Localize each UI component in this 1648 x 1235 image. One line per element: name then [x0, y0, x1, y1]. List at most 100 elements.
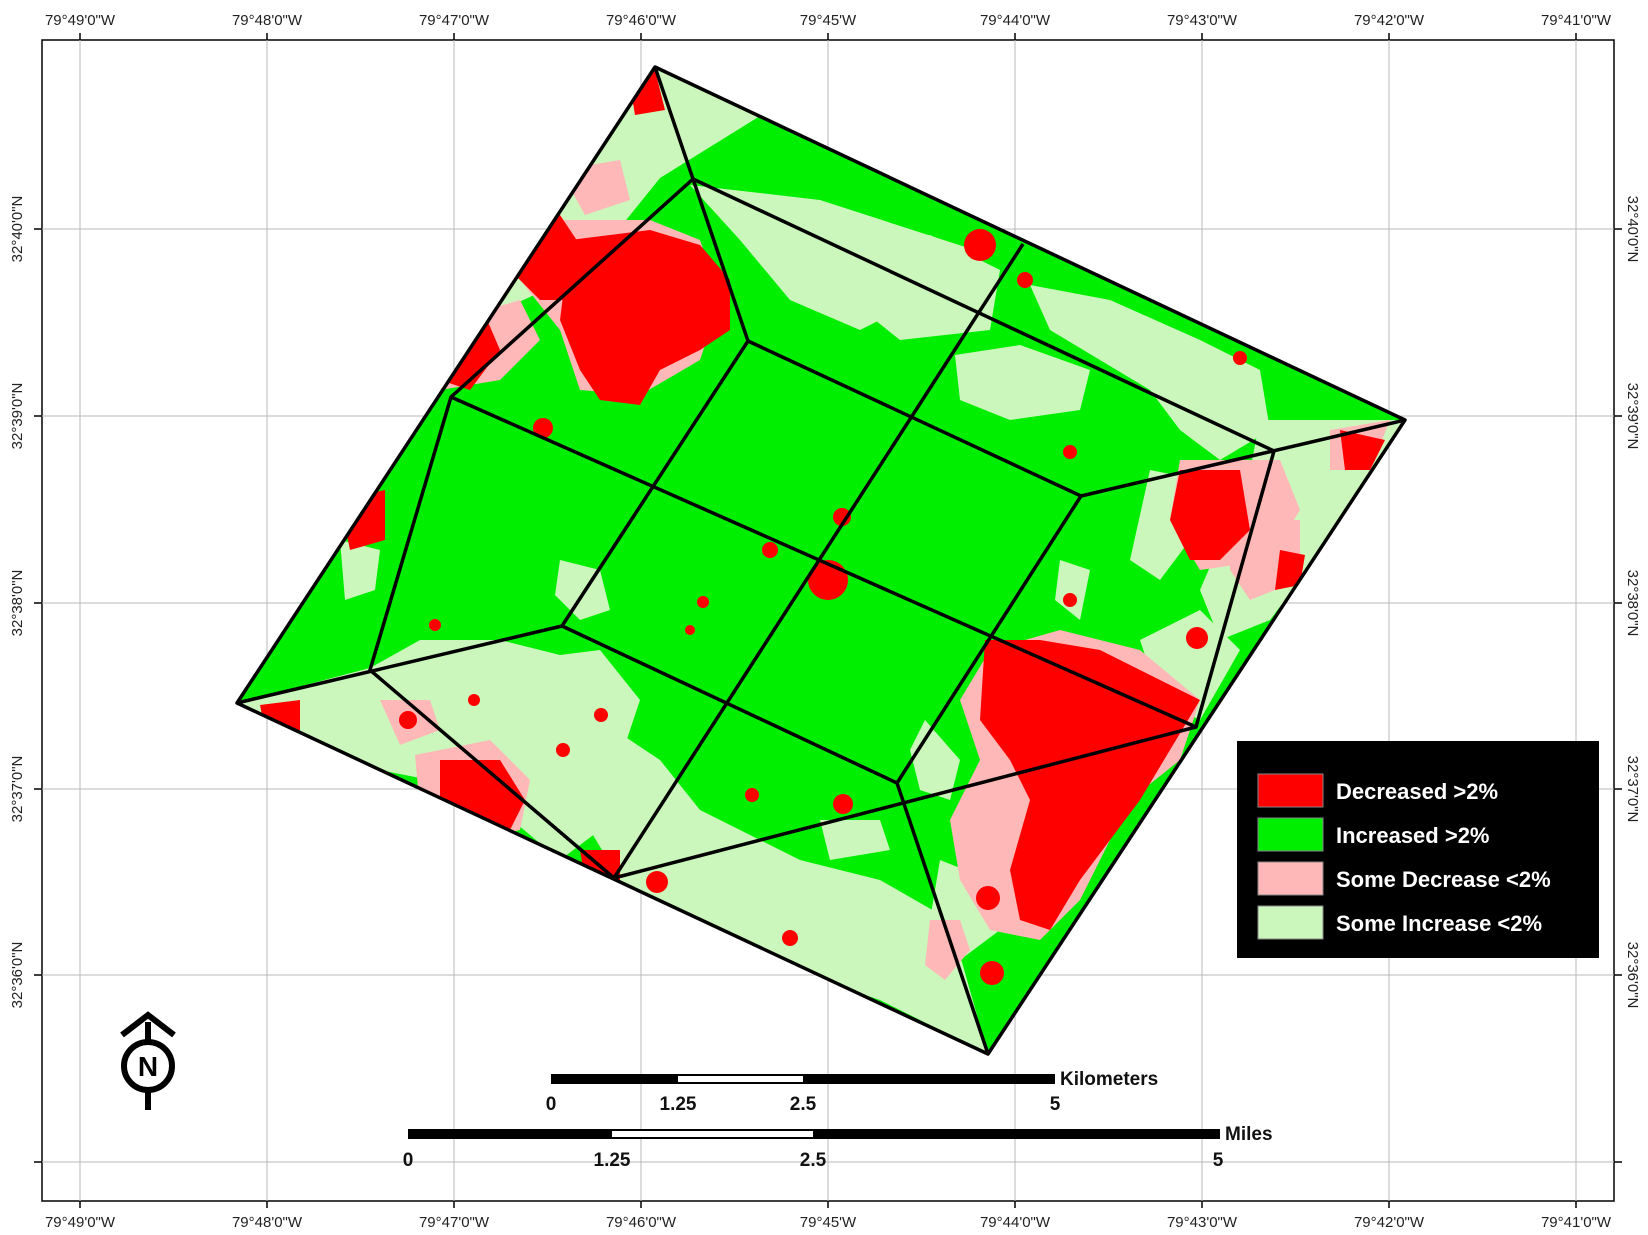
grid-line [450, 395, 1197, 729]
lat-label-right: 32°40'0"N [1624, 196, 1641, 263]
decreased-spot [468, 694, 480, 706]
km-tick-label: 0 [546, 1094, 557, 1115]
north-letter: N [138, 1051, 158, 1082]
miles-tick-label: 0 [403, 1150, 414, 1171]
lat-label-right: 32°36'0"N [1624, 942, 1641, 1009]
miles-tick-label: 1.25 [594, 1150, 631, 1171]
some-increase-area [340, 540, 380, 600]
lon-label-top: 79°47'0"W [419, 12, 490, 29]
decreased-spot [1063, 593, 1077, 607]
some-increase-area [590, 720, 988, 1054]
scale-bar-miles: Miles 0 1.25 2.5 5 [403, 1124, 1273, 1171]
decreased-spot [782, 930, 798, 946]
legend-label-decreased: Decreased >2% [1336, 779, 1498, 804]
km-tick-label: 1.25 [660, 1094, 697, 1115]
lon-label-bottom: 79°47'0"W [419, 1214, 490, 1231]
bottom-longitude-labels: 79°49'0"W 79°48'0"W 79°47'0"W 79°46'0"W … [45, 1214, 1612, 1231]
decreased-spot [594, 708, 608, 722]
decreased-spot [833, 508, 851, 526]
some-decrease-area [925, 920, 970, 980]
decreased-area [1170, 470, 1250, 560]
decreased-spot [533, 418, 553, 438]
lon-label-top: 79°44'0"W [980, 12, 1051, 29]
lat-label-left: 32°40'0"N [9, 196, 26, 263]
north-arrow-icon: N [120, 1011, 176, 1110]
decreased-spot [1186, 627, 1208, 649]
legend-label-some-decrease: Some Decrease <2% [1336, 867, 1551, 892]
decreased-spot [762, 542, 778, 558]
lon-label-top: 79°45'W [800, 12, 857, 29]
legend-label-increased: Increased >2% [1336, 823, 1489, 848]
km-unit-label: Kilometers [1060, 1069, 1158, 1090]
lat-label-left: 32°37'0"N [9, 756, 26, 823]
lon-label-bottom: 79°44'0"W [980, 1214, 1051, 1231]
decreased-spot [429, 619, 441, 631]
lon-label-bottom: 79°49'0"W [45, 1214, 116, 1231]
some-increase-area [840, 235, 1000, 340]
study-area-lines [235, 65, 1407, 1056]
decreased-spot [1017, 272, 1033, 288]
corner-line [895, 782, 990, 1055]
decreased-spot [1233, 351, 1247, 365]
lon-label-bottom: 79°48'0"W [232, 1214, 303, 1231]
lon-label-bottom: 79°46'0"W [606, 1214, 677, 1231]
right-latitude-labels: 32°40'0"N 32°39'0"N 32°38'0"N 32°37'0"N … [1624, 196, 1641, 1009]
decreased-spot [964, 229, 996, 261]
corner-line [236, 624, 563, 705]
decreased-area [980, 640, 1200, 930]
some-increase-area [955, 345, 1090, 420]
decreased-spot [745, 788, 759, 802]
lat-label-right: 32°39'0"N [1624, 383, 1641, 450]
legend-swatch-increased [1257, 817, 1324, 852]
some-increase-area [1055, 560, 1090, 620]
lon-label-bottom: 79°45'W [800, 1214, 857, 1231]
decreased-spot [556, 743, 570, 757]
legend-swatch-some-increase [1257, 905, 1324, 940]
inner-square [560, 339, 1083, 785]
decreased-spot [697, 596, 709, 608]
decreased-area [1340, 430, 1385, 470]
decreased-spot [1063, 445, 1077, 459]
lon-label-bottom: 79°43'0"W [1167, 1214, 1238, 1231]
lon-label-bottom: 79°41'0"W [1541, 1214, 1612, 1231]
some-increase-area [1030, 285, 1270, 460]
decreased-spot [685, 625, 695, 635]
miles-unit-label: Miles [1225, 1124, 1273, 1145]
decreased-spot [646, 871, 668, 893]
decreased-spot [980, 961, 1004, 985]
legend-swatch-some-decrease [1257, 861, 1324, 896]
corner-line [1080, 418, 1406, 498]
lat-label-right: 32°37'0"N [1624, 756, 1641, 823]
decreased-area [1275, 550, 1305, 590]
decreased-area [560, 230, 730, 405]
miles-tick-label: 5 [1213, 1150, 1224, 1171]
lat-label-left: 32°39'0"N [9, 383, 26, 450]
some-increase-area [820, 820, 890, 860]
scale-bar-kilometers: Kilometers 0 1.25 2.5 5 [546, 1069, 1158, 1115]
km-tick-label: 5 [1050, 1094, 1061, 1115]
left-latitude-labels: 32°40'0"N 32°39'0"N 32°38'0"N 32°37'0"N … [9, 196, 26, 1009]
legend-label-some-increase: Some Increase <2% [1336, 911, 1542, 936]
miles-tick-label: 2.5 [800, 1150, 827, 1171]
decreased-spot [976, 886, 1000, 910]
lon-label-top: 79°43'0"W [1167, 12, 1238, 29]
lon-label-top: 79°46'0"W [606, 12, 677, 29]
lon-label-top: 79°42'0"W [1354, 12, 1425, 29]
some-increase-area [237, 640, 640, 860]
legend: Decreased >2% Increased >2% Some Decreas… [1237, 741, 1599, 958]
lat-label-left: 32°36'0"N [9, 942, 26, 1009]
lat-label-left: 32°38'0"N [9, 570, 26, 637]
decreased-spot [833, 794, 853, 814]
corner-line [653, 66, 750, 342]
top-longitude-labels: 79°49'0"W 79°48'0"W 79°47'0"W 79°46'0"W … [45, 12, 1612, 29]
lon-label-top: 79°48'0"W [232, 12, 303, 29]
lat-label-right: 32°38'0"N [1624, 570, 1641, 637]
frame-ticks [34, 33, 1622, 1208]
legend-swatch-decreased [1257, 773, 1324, 808]
lon-label-top: 79°41'0"W [1541, 12, 1612, 29]
lon-label-top: 79°49'0"W [45, 12, 116, 29]
lon-label-bottom: 79°42'0"W [1354, 1214, 1425, 1231]
decreased-spot [399, 711, 417, 729]
km-tick-label: 2.5 [790, 1094, 817, 1115]
